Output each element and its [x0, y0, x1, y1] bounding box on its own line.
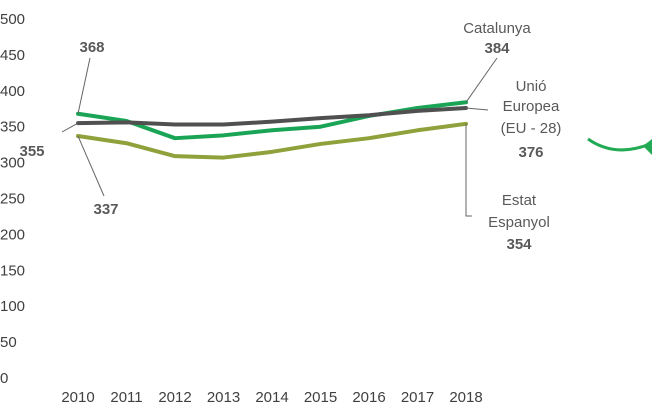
- x-tick-label: 2014: [255, 389, 288, 406]
- y-tick-label: 300: [0, 155, 25, 172]
- series-name-spain-line2: Espanyol: [488, 214, 550, 231]
- end-value-eu: 376: [518, 144, 543, 161]
- series-name-eu-line2: Europea: [503, 98, 560, 115]
- x-tick-label: 2013: [207, 389, 240, 406]
- curved-arrow-icon: [587, 137, 651, 152]
- leader-line: [77, 135, 105, 197]
- end-value-spain: 354: [506, 236, 532, 253]
- y-tick-label: 450: [0, 47, 25, 64]
- y-tick-label: 0: [0, 370, 8, 387]
- y-tick-label: 150: [0, 262, 25, 279]
- x-tick-label: 2017: [401, 389, 434, 406]
- y-tick-label: 250: [0, 191, 25, 208]
- x-tick-label: 2011: [110, 389, 142, 406]
- x-axis-ticks: 2010 2011 2012 2013 2014 2015 2016 2017 2018: [61, 389, 482, 406]
- series-lines: [76, 100, 468, 160]
- series-line: [76, 106, 468, 127]
- start-value-eu: 355: [19, 143, 44, 160]
- series-name-catalunya: Catalunya: [463, 20, 531, 37]
- series-labels: Catalunya 384 Unió Europea (EU - 28) 376…: [19, 20, 561, 253]
- series-name-eu-line1: Unió: [516, 78, 547, 95]
- end-value-catalunya: 384: [484, 40, 510, 57]
- leader-line: [465, 123, 472, 217]
- y-tick-label: 50: [0, 334, 17, 351]
- x-tick-label: 2018: [449, 389, 482, 406]
- y-tick-label: 400: [0, 83, 25, 100]
- y-tick-label: 350: [0, 119, 25, 136]
- series-name-spain-line1: Estat: [502, 192, 537, 209]
- x-tick-label: 2016: [352, 389, 385, 406]
- y-tick-label: 500: [0, 11, 25, 28]
- arrow-head-icon: [643, 139, 652, 155]
- start-value-catalunya: 368: [79, 39, 104, 56]
- y-tick-label: 200: [0, 226, 25, 243]
- leader-line: [465, 57, 498, 103]
- label-leader-lines: [61, 57, 498, 217]
- series-line: [76, 121, 468, 160]
- series-name-eu-line3: (EU - 28): [501, 120, 562, 137]
- y-tick-label: 100: [0, 298, 25, 315]
- leader-line: [465, 107, 489, 111]
- x-tick-label: 2010: [61, 389, 94, 406]
- x-tick-label: 2015: [304, 389, 337, 406]
- x-tick-label: 2012: [158, 389, 191, 406]
- y-axis-ticks: 0 50 100 150 200 250 300 350 400 450 500: [0, 11, 25, 387]
- leader-line: [61, 122, 79, 133]
- start-value-spain: 337: [93, 201, 118, 218]
- leader-line: [77, 57, 91, 114]
